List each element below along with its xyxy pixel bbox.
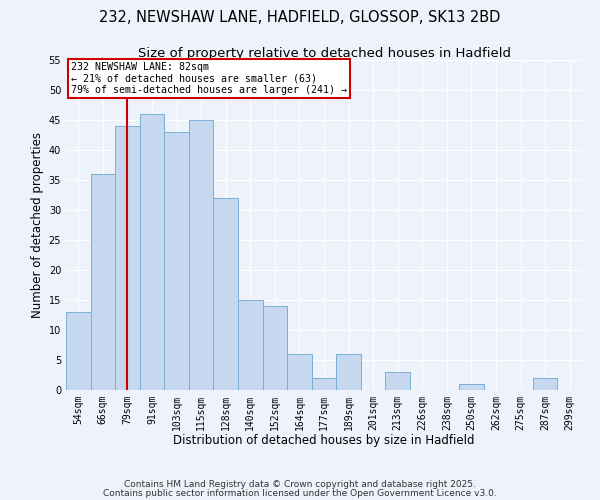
Text: 232, NEWSHAW LANE, HADFIELD, GLOSSOP, SK13 2BD: 232, NEWSHAW LANE, HADFIELD, GLOSSOP, SK… bbox=[100, 10, 500, 25]
Bar bbox=[287, 354, 312, 390]
Bar bbox=[214, 198, 238, 390]
Bar bbox=[189, 120, 214, 390]
Bar bbox=[140, 114, 164, 390]
Title: Size of property relative to detached houses in Hadfield: Size of property relative to detached ho… bbox=[137, 47, 511, 60]
Bar bbox=[459, 384, 484, 390]
Text: Contains HM Land Registry data © Crown copyright and database right 2025.: Contains HM Land Registry data © Crown c… bbox=[124, 480, 476, 489]
Bar bbox=[385, 372, 410, 390]
Y-axis label: Number of detached properties: Number of detached properties bbox=[31, 132, 44, 318]
Bar bbox=[91, 174, 115, 390]
Bar bbox=[66, 312, 91, 390]
Text: 232 NEWSHAW LANE: 82sqm
← 21% of detached houses are smaller (63)
79% of semi-de: 232 NEWSHAW LANE: 82sqm ← 21% of detache… bbox=[71, 62, 347, 95]
Bar bbox=[533, 378, 557, 390]
Bar bbox=[238, 300, 263, 390]
Bar bbox=[263, 306, 287, 390]
Bar bbox=[115, 126, 140, 390]
X-axis label: Distribution of detached houses by size in Hadfield: Distribution of detached houses by size … bbox=[173, 434, 475, 448]
Bar bbox=[164, 132, 189, 390]
Text: Contains public sector information licensed under the Open Government Licence v3: Contains public sector information licen… bbox=[103, 488, 497, 498]
Bar bbox=[312, 378, 336, 390]
Bar bbox=[336, 354, 361, 390]
